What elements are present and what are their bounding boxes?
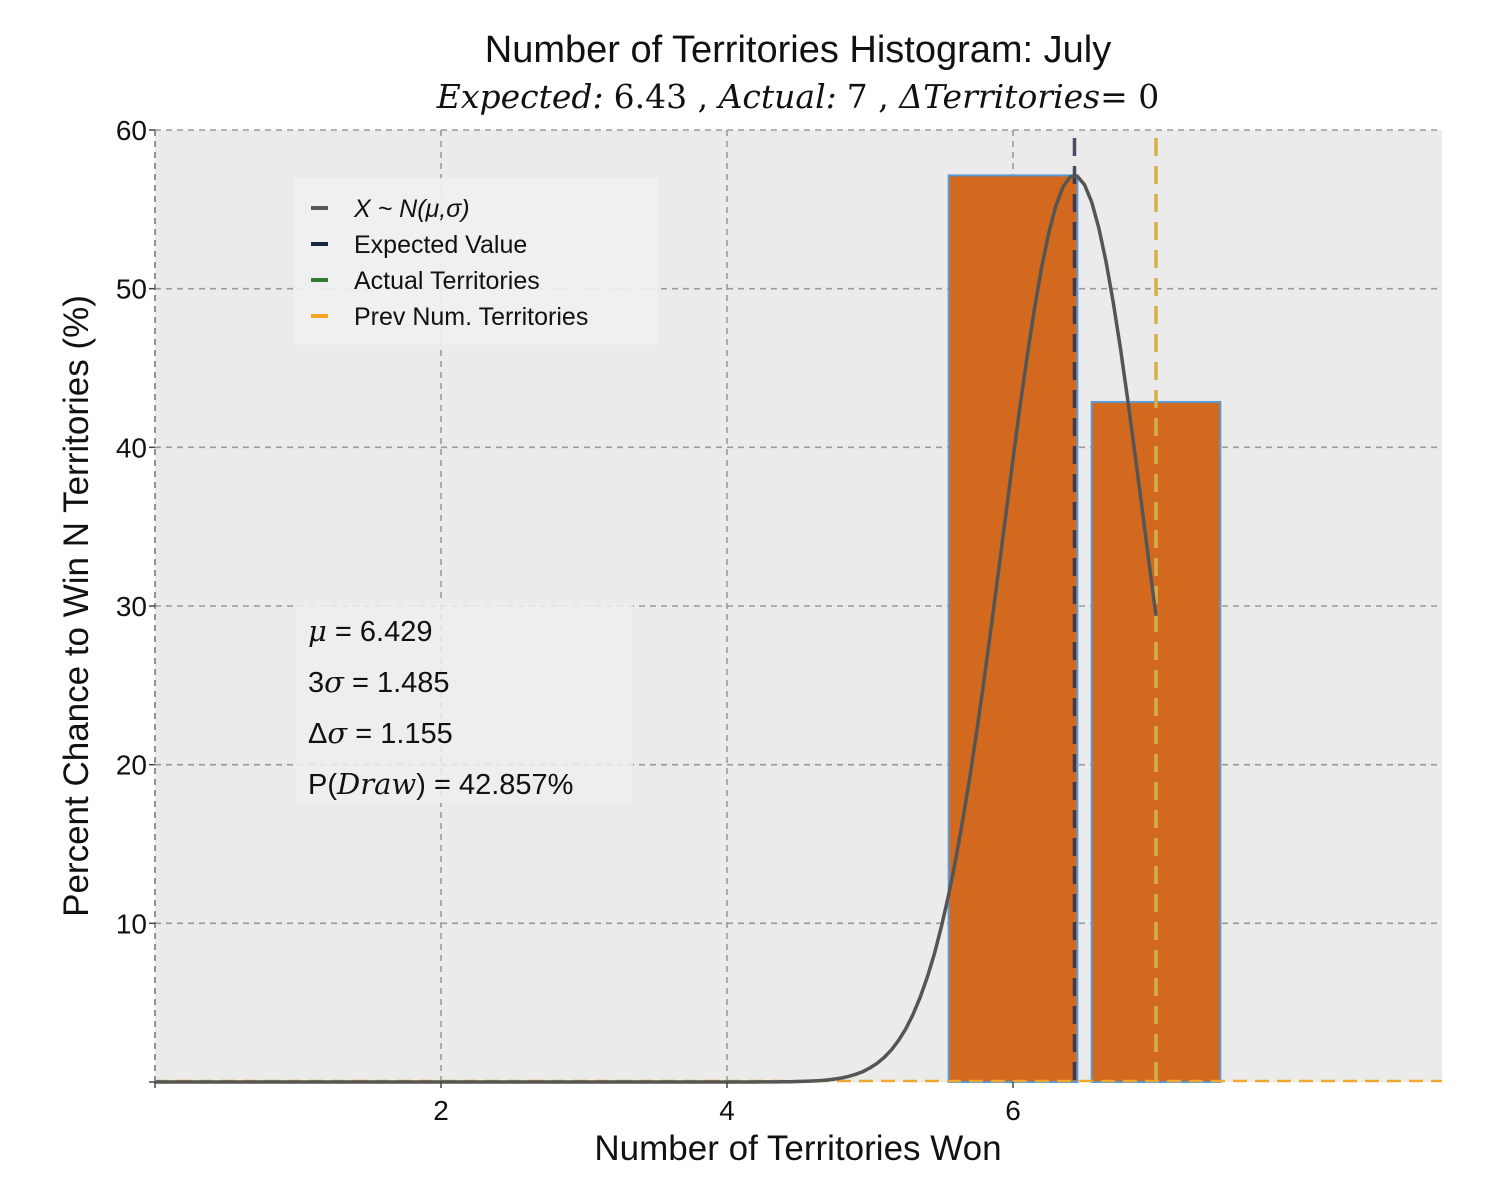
stats-symbol-0: μ (308, 614, 327, 648)
stats-line-2: Δσ = 1.155 (308, 716, 453, 750)
stats-line-3: P(Draw) = 42.857% (308, 767, 573, 801)
stats-prefix-2: Δ (308, 718, 327, 750)
stats-line-0: μ = 6.429 (308, 614, 432, 648)
bar-6 (947, 174, 1079, 1083)
stats-symbol-3: Draw (336, 767, 416, 801)
subtitle-actual-value: 7 (847, 77, 868, 116)
subtitle-expected-value: 6.43 (614, 77, 687, 116)
y-tick-label-2: 20 (116, 750, 147, 781)
legend-box (294, 178, 658, 345)
stats-value-0: = 6.429 (327, 616, 433, 648)
subtitle-actual-label: Actual: (716, 77, 837, 116)
legend-label-3: Prev Num. Territories (354, 303, 588, 331)
x-axis-label: Number of Territories Won (594, 1129, 1001, 1168)
subtitle-separator-1: , (687, 77, 718, 116)
subtitle-separator-2: , (868, 77, 899, 116)
y-axis-label: Percent Chance to Win N Territories (%) (57, 295, 96, 917)
y-tick-label-5: 50 (116, 274, 147, 305)
stats-box-bg (297, 603, 633, 803)
chart-subtitle: Expected: 6.43 , Actual: 7 , ΔTerritories=… (436, 77, 1160, 116)
stats-line-1: 3σ = 1.485 (308, 665, 450, 699)
stats-value-2: = 1.155 (347, 718, 453, 750)
normal-curve-layer (155, 174, 1158, 1084)
y-tick-label-4: 40 (116, 432, 147, 463)
stats-symbol-1: σ (324, 665, 345, 699)
normal-curve (155, 174, 1158, 1084)
legend-label-1: Expected Value (354, 231, 527, 259)
chart-title: Number of Territories Histogram: July (485, 29, 1111, 71)
stats-symbol-2: σ (327, 716, 348, 750)
x-tick-label-3: 6 (1005, 1095, 1021, 1126)
subtitle-delta-label: ΔTerritories (897, 77, 1100, 116)
stats-prefix-3: P( (308, 769, 337, 801)
subtitle-expected-label: Expected: (436, 77, 604, 116)
subtitle-delta-value: 0 (1138, 77, 1159, 116)
legend: X ~ N(μ,σ) Expected Value Actual Territori… (294, 178, 658, 345)
axes: 10 20 30 40 50 60 2 4 6 (116, 115, 1021, 1126)
legend-label-0: X ~ N(μ,σ) (353, 195, 470, 223)
y-tick-label-3: 30 (116, 591, 147, 622)
stats-value-1: = 1.485 (344, 667, 450, 699)
y-tick-label-6: 60 (116, 115, 147, 146)
subtitle-equals: = (1100, 77, 1138, 116)
vertical-lines (1072, 138, 1158, 1082)
stats-value-3: ) = 42.857% (416, 769, 573, 801)
x-tick-label-2: 4 (719, 1095, 735, 1126)
legend-label-2: Actual Territories (354, 267, 540, 295)
x-tick-label-1: 2 (433, 1095, 449, 1126)
stats-prefix-1: 3 (308, 667, 324, 699)
y-tick-label-1: 10 (116, 908, 147, 939)
